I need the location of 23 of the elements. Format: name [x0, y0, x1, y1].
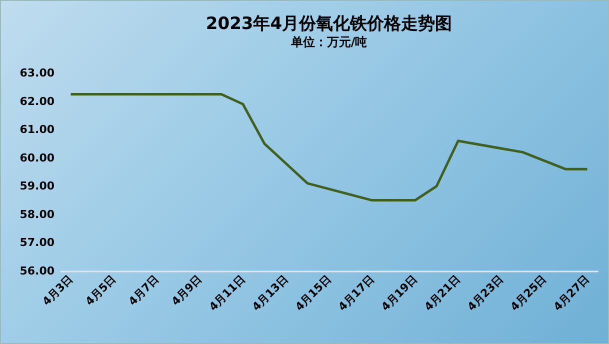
y-tick-label: 62.00	[20, 94, 55, 108]
x-tick-label: 4月27日	[550, 272, 592, 314]
x-tick-label: 4月5日	[82, 272, 119, 308]
x-tick-label: 4月9日	[169, 272, 205, 308]
line-series	[70, 92, 588, 202]
chart-title: 2023年4月份氧化铁价格走势图	[206, 14, 452, 34]
x-tick-label: 4月17日	[336, 272, 377, 314]
x-tick-label: 4月25日	[508, 272, 549, 314]
x-tick-label: 4月15日	[292, 272, 334, 314]
y-tick-label: 58.00	[20, 208, 55, 221]
chart-subtitle: 单位：万元/吨	[290, 35, 368, 49]
x-tick-label: 4月11日	[206, 272, 248, 314]
y-tick-label: 57.00	[20, 236, 55, 250]
x-tick-label: 4月23日	[464, 272, 506, 314]
x-tick-label: 4月21日	[422, 272, 463, 314]
x-tick-label: 4月19日	[378, 272, 420, 314]
x-tick-label: 4月7日	[126, 272, 162, 308]
y-tick-label: 60.00	[20, 151, 55, 164]
y-tick-label: 56.00	[20, 264, 55, 278]
x-tick-label: 4月13日	[250, 272, 291, 314]
y-tick-label: 59.00	[20, 180, 55, 193]
y-tick-label: 61.00	[20, 123, 55, 136]
y-tick-label: 63.00	[20, 66, 55, 80]
